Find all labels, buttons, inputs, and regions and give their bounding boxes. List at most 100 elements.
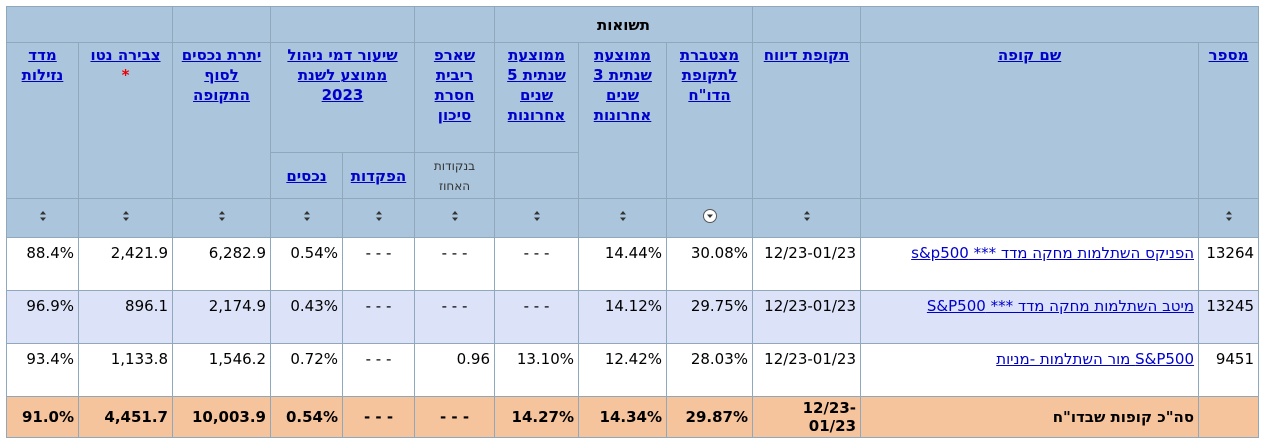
sort-icon[interactable] <box>371 208 387 224</box>
cell: 30.08% <box>666 237 754 291</box>
header-link[interactable]: שארפ ריבית חסרת סיכון <box>433 46 476 124</box>
column-header[interactable]: צבירה נטו * <box>78 42 173 199</box>
blank-header <box>752 6 862 43</box>
sort-cell[interactable] <box>78 198 173 238</box>
cell: 13245 <box>1198 290 1260 344</box>
cell: 1,546.2 <box>172 343 271 397</box>
cell: - - - <box>342 237 415 291</box>
cell: - - - <box>342 343 415 397</box>
sort-icon[interactable] <box>35 208 51 224</box>
cell: 0.72% <box>270 343 343 397</box>
cell: - - - <box>493 237 580 291</box>
total-cell: - - - <box>414 396 495 438</box>
total-cell: - - - <box>342 396 415 438</box>
cell: - - - <box>342 290 415 344</box>
sort-icon[interactable] <box>529 208 545 224</box>
total-cell: 91.0% <box>6 396 79 438</box>
blank-header <box>493 152 580 199</box>
fund-name[interactable]: הפניקס השתלמות מחקה מדד *** s&p500 <box>860 237 1200 291</box>
cell: 28.03% <box>666 343 754 397</box>
header-link[interactable]: ממוצעת שנתית 3 שנים אחרונות <box>593 46 652 124</box>
column-header[interactable]: מספר <box>1198 42 1260 199</box>
cell: - - - <box>414 237 495 291</box>
header-link[interactable]: צבירה נטו <box>90 46 161 64</box>
funds-table: תשואות מספר שם קופה תקופת דיווח מצטברת ל… <box>6 6 1260 438</box>
sub-header[interactable]: נכסים <box>270 152 343 199</box>
sort-cell[interactable] <box>666 198 754 238</box>
fund-name[interactable]: S&P500 מור השתלמות -מניות <box>860 343 1200 397</box>
fund-row: 9451 S&P500 מור השתלמות -מניות 12/23-01/23… <box>6 343 1260 397</box>
sort-icon[interactable] <box>214 208 230 224</box>
cell: 12/23-01/23 <box>752 290 862 344</box>
column-header[interactable]: ממוצעת שנתית 5 שנים אחרונות <box>493 42 580 153</box>
cell: 0.54% <box>270 237 343 291</box>
sub-header[interactable]: הפקדות <box>342 152 415 199</box>
cell: 2,421.9 <box>78 237 173 291</box>
total-cell: 4,451.7 <box>78 396 173 438</box>
blank-header <box>172 6 271 43</box>
cell: 93.4% <box>6 343 79 397</box>
sort-icon[interactable] <box>118 208 134 224</box>
header-link[interactable]: מספר <box>1208 46 1249 64</box>
group-header: תשואות <box>493 6 754 43</box>
sort-icon[interactable] <box>1221 208 1237 224</box>
total-cell: 10,003.9 <box>172 396 271 438</box>
cell: 12/23-01/23 <box>752 343 862 397</box>
header-link[interactable]: יתרת נכסים לסוף התקופה <box>181 46 262 104</box>
cell: 6,282.9 <box>172 237 271 291</box>
sort-cell[interactable] <box>1198 198 1260 238</box>
header-link[interactable]: מדד נזילות <box>21 46 64 84</box>
column-header[interactable]: יתרת נכסים לסוף התקופה <box>172 42 271 199</box>
sort-cell[interactable] <box>6 198 79 238</box>
total-label: סה"כ קופות שבדו"ח <box>860 396 1200 438</box>
blank-header <box>860 6 1260 43</box>
header-link[interactable]: מצטברת לתקופת הדו"ח <box>679 46 740 104</box>
sort-cell[interactable] <box>414 198 495 238</box>
sort-cell[interactable] <box>578 198 668 238</box>
column-header[interactable]: שיעור דמי ניהול ממוצע לשנת 2023 <box>270 42 415 153</box>
cell: 88.4% <box>6 237 79 291</box>
sort-cell[interactable] <box>860 198 1200 238</box>
fund-name[interactable]: מיטב השתלמות מחקה מדד *** S&P500 <box>860 290 1200 344</box>
sort-icon[interactable] <box>615 208 631 224</box>
sort-row <box>6 198 1260 238</box>
sort-icon[interactable] <box>799 208 815 224</box>
header-link[interactable]: שיעור דמי ניהול ממוצע לשנת 2023 <box>287 46 398 104</box>
fund-row: 13245 מיטב השתלמות מחקה מדד *** S&P500 12/… <box>6 290 1260 344</box>
sort-icon[interactable] <box>702 208 718 224</box>
table-body: 13264 הפניקס השתלמות מחקה מדד *** s&p500 1… <box>6 198 1260 438</box>
sort-icon[interactable] <box>447 208 463 224</box>
cell: - - - <box>414 290 495 344</box>
header-link[interactable]: הפקדות <box>350 166 407 185</box>
cell: 14.44% <box>578 237 668 291</box>
total-cell: 0.54% <box>270 396 343 438</box>
fund-link[interactable]: מיטב השתלמות מחקה מדד *** S&P500 <box>926 297 1195 315</box>
note-mark: * <box>121 66 130 84</box>
header-link[interactable]: ממוצעת שנתית 5 שנים אחרונות <box>507 46 566 124</box>
header-link[interactable]: נכסים <box>286 166 327 185</box>
header-link[interactable]: תקופת דיווח <box>763 46 850 64</box>
column-header[interactable]: מדד נזילות <box>6 42 79 199</box>
sort-cell[interactable] <box>172 198 271 238</box>
cell: 96.9% <box>6 290 79 344</box>
blank-header <box>6 6 173 43</box>
column-header[interactable]: ממוצעת שנתית 3 שנים אחרונות <box>578 42 668 199</box>
column-header[interactable]: שארפ ריבית חסרת סיכון <box>414 42 495 153</box>
cell: - - - <box>493 290 580 344</box>
sort-cell[interactable] <box>752 198 862 238</box>
cell: 13264 <box>1198 237 1260 291</box>
cell: 9451 <box>1198 343 1260 397</box>
sort-cell[interactable] <box>342 198 415 238</box>
header-link[interactable]: שם קופה <box>997 46 1062 64</box>
column-header[interactable]: תקופת דיווח <box>752 42 862 199</box>
column-header[interactable]: שם קופה <box>860 42 1200 199</box>
sort-icon[interactable] <box>299 208 315 224</box>
total-cell: 29.87% <box>666 396 754 438</box>
sort-cell[interactable] <box>270 198 343 238</box>
column-header[interactable]: מצטברת לתקופת הדו"ח <box>666 42 754 199</box>
cell: 1,133.8 <box>78 343 173 397</box>
fund-link[interactable]: הפניקס השתלמות מחקה מדד *** s&p500 <box>911 244 1195 262</box>
sort-cell[interactable] <box>493 198 580 238</box>
total-cell: 12/23-01/23 <box>752 396 862 438</box>
fund-link[interactable]: S&P500 מור השתלמות -מניות <box>996 350 1195 368</box>
